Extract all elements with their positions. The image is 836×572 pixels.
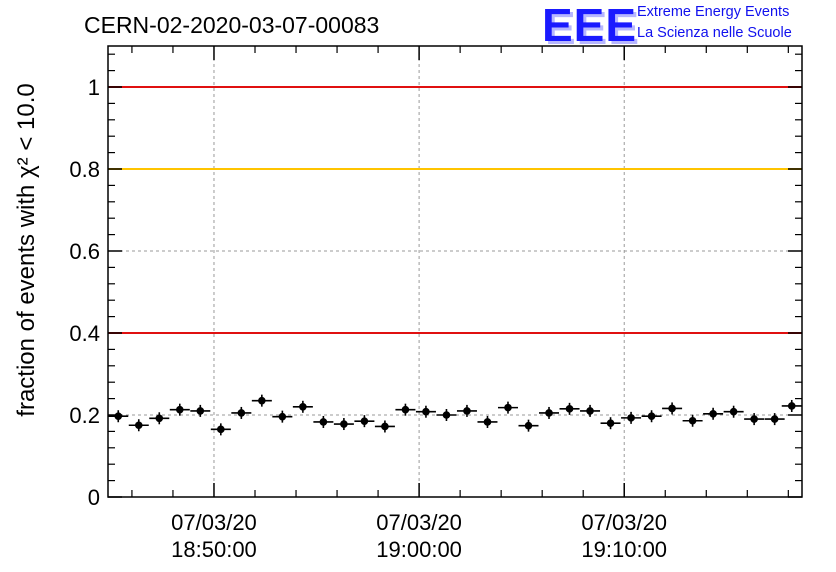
data-point-6-marker	[237, 409, 246, 417]
y-axis-label: fraction of events with χ² < 10.0	[13, 83, 40, 416]
data-point-31-marker	[750, 415, 758, 423]
logo-tagline-1: Extreme Energy Events	[637, 4, 790, 20]
data-point-12-marker	[360, 417, 369, 425]
data-point-10-marker	[319, 418, 328, 426]
x-tick-label-time-0: 18:50:00	[171, 537, 257, 562]
data-point-28	[682, 414, 703, 427]
data-point-5	[210, 423, 231, 436]
x-tick-label-date-1: 07/03/20	[376, 510, 462, 535]
data-point-0	[108, 410, 129, 423]
y-tick-label-0: 0	[88, 485, 100, 510]
eee-logo-mark: EEE	[542, 0, 638, 51]
y-tick-label-1: 0.2	[69, 403, 100, 428]
data-point-21	[539, 406, 560, 419]
data-point-9	[292, 400, 313, 413]
data-point-26	[641, 410, 662, 423]
data-point-10	[313, 415, 334, 428]
data-points	[108, 394, 802, 436]
data-point-23	[580, 404, 601, 417]
data-point-22-marker	[565, 405, 574, 413]
data-point-7	[251, 394, 272, 407]
logo-tagline-2: La Scienza nelle Scuole	[637, 25, 792, 41]
data-point-13	[374, 420, 395, 433]
x-tick-label-date-0: 07/03/20	[171, 510, 257, 535]
data-point-21-marker	[545, 409, 553, 417]
data-point-24	[600, 417, 621, 430]
data-point-22	[559, 402, 580, 415]
y-tick-label-4: 0.8	[69, 157, 100, 182]
data-point-4	[190, 404, 211, 417]
data-point-20-marker	[524, 421, 533, 430]
data-point-8	[272, 410, 293, 423]
data-point-18	[477, 415, 498, 428]
data-point-7-marker	[258, 396, 266, 405]
axes: 00.20.40.60.8107/03/2018:50:0007/03/2019…	[69, 46, 802, 562]
data-point-33	[781, 399, 802, 412]
data-point-11-marker	[340, 420, 348, 428]
data-point-27-marker	[668, 404, 676, 413]
data-point-16-marker	[442, 411, 451, 419]
data-point-1-marker	[134, 421, 143, 430]
chart-title: CERN-02-2020-03-07-00083	[84, 12, 380, 38]
data-point-9-marker	[299, 403, 307, 411]
data-point-19-marker	[504, 403, 512, 412]
data-point-31	[744, 413, 765, 426]
data-point-3	[169, 403, 190, 416]
data-point-2-marker	[155, 414, 164, 423]
x-tick-label-date-2: 07/03/20	[581, 510, 667, 535]
plot-frame	[107, 45, 803, 498]
threshold-lines	[108, 86, 802, 334]
data-point-26-marker	[647, 412, 656, 421]
data-point-25	[621, 411, 642, 424]
data-point-19	[497, 401, 518, 414]
x-tick-label-time-2: 19:10:00	[581, 537, 667, 562]
data-point-0-marker	[114, 412, 123, 421]
y-tick-label-2: 0.4	[69, 321, 100, 346]
data-point-4-marker	[196, 407, 205, 415]
data-point-12	[354, 415, 375, 428]
data-point-23-marker	[586, 407, 594, 415]
data-point-2	[149, 412, 170, 425]
data-point-30	[723, 405, 744, 418]
data-point-32-marker	[770, 415, 779, 423]
data-point-14-marker	[401, 405, 410, 414]
x-tick-label-time-1: 19:00:00	[376, 537, 462, 562]
y-tick-label-3: 0.6	[69, 239, 100, 264]
data-point-29	[703, 407, 724, 420]
data-point-29-marker	[709, 409, 717, 418]
data-point-3-marker	[175, 405, 184, 414]
data-point-8-marker	[278, 412, 287, 421]
data-point-27	[662, 402, 683, 415]
data-point-20	[518, 419, 539, 432]
data-point-15	[415, 405, 436, 418]
data-point-13-marker	[381, 422, 389, 431]
data-point-28-marker	[688, 416, 697, 425]
data-point-11	[333, 418, 354, 431]
data-point-17	[456, 404, 477, 417]
data-point-17-marker	[463, 407, 471, 415]
data-point-14	[395, 403, 416, 416]
data-point-15-marker	[422, 407, 430, 416]
data-point-25-marker	[627, 414, 635, 422]
data-point-30-marker	[729, 407, 738, 416]
data-point-5-marker	[217, 425, 225, 434]
data-point-33-marker	[787, 402, 796, 410]
data-point-1	[128, 419, 149, 432]
data-point-18-marker	[483, 418, 492, 426]
data-point-24-marker	[606, 419, 615, 428]
data-point-6	[231, 406, 252, 419]
y-tick-label-5: 1	[88, 75, 100, 100]
data-point-16	[436, 409, 457, 421]
data-point-32	[764, 413, 785, 426]
